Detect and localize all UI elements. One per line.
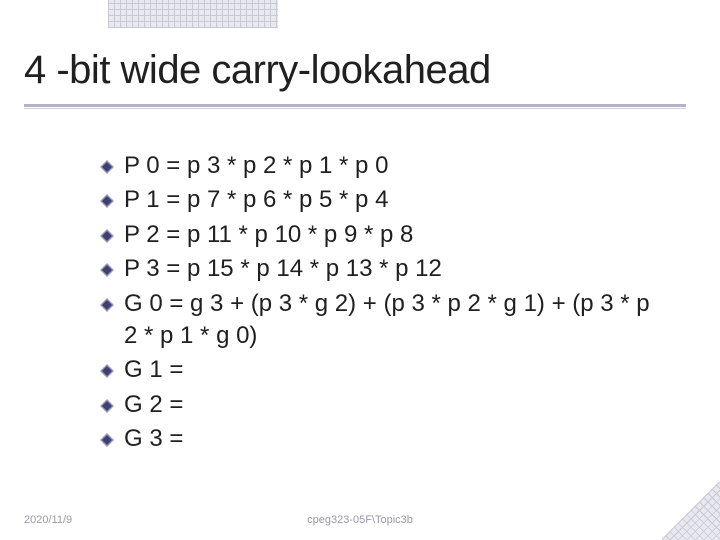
diamond-bullet-icon — [100, 433, 114, 447]
list-item: G 1 = — [100, 354, 660, 386]
footer-date: 2020/11/9 — [24, 514, 72, 526]
list-item-text: G 3 = — [124, 423, 660, 455]
list-item: G 0 = g 3 + (p 3 * g 2) + (p 3 * p 2 * g… — [100, 288, 660, 353]
corner-accent-pattern — [662, 482, 720, 540]
diamond-bullet-icon — [100, 194, 114, 208]
list-item: P 3 = p 15 * p 14 * p 13 * p 12 — [100, 253, 660, 285]
diamond-bullet-icon — [100, 263, 114, 277]
footer-center: cpeg323-05F\Topic3b — [307, 514, 413, 526]
diamond-bullet-icon — [100, 229, 114, 243]
list-item: P 0 = p 3 * p 2 * p 1 * p 0 — [100, 150, 660, 182]
diamond-bullet-icon — [100, 399, 114, 413]
list-item-text: G 0 = g 3 + (p 3 * g 2) + (p 3 * p 2 * g… — [124, 288, 660, 353]
list-item: P 1 = p 7 * p 6 * p 5 * p 4 — [100, 184, 660, 216]
slide-title: 4 -bit wide carry-lookahead — [24, 48, 491, 93]
diamond-bullet-icon — [100, 160, 114, 174]
list-item-text: P 0 = p 3 * p 2 * p 1 * p 0 — [124, 150, 660, 182]
list-item: G 2 = — [100, 389, 660, 421]
diamond-bullet-icon — [100, 298, 114, 312]
bullet-list: P 0 = p 3 * p 2 * p 1 * p 0P 1 = p 7 * p… — [100, 150, 660, 458]
list-item-text: P 3 = p 15 * p 14 * p 13 * p 12 — [124, 253, 660, 285]
title-underline — [24, 104, 686, 107]
list-item-text: G 2 = — [124, 389, 660, 421]
diamond-bullet-icon — [100, 364, 114, 378]
list-item-text: P 2 = p 11 * p 10 * p 9 * p 8 — [124, 219, 660, 251]
list-item: G 3 = — [100, 423, 660, 455]
list-item-text: P 1 = p 7 * p 6 * p 5 * p 4 — [124, 184, 660, 216]
list-item-text: G 1 = — [124, 354, 660, 386]
top-accent-pattern — [108, 0, 278, 28]
list-item: P 2 = p 11 * p 10 * p 9 * p 8 — [100, 219, 660, 251]
